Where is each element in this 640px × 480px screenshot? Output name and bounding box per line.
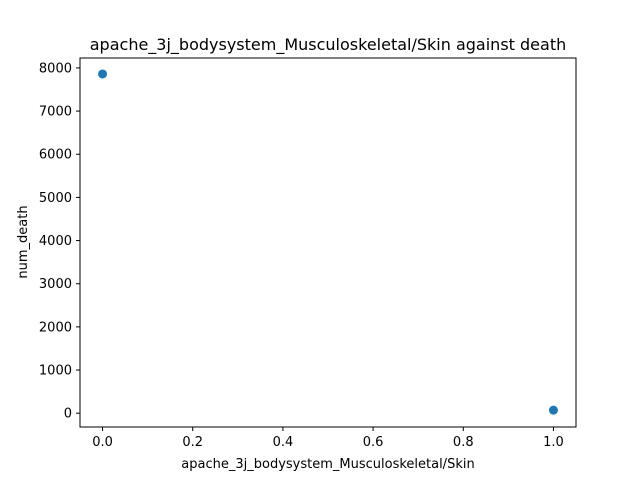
plot-area: 0.0 0.2 0.4 0.6 0.8 1.0 0 1000 2000 3000 4000 5000 6…: [39, 57, 577, 450]
y-tick-label: 2000: [39, 320, 72, 335]
x-tick-label: 0.8: [453, 435, 474, 450]
y-tick-label: 8000: [39, 61, 72, 76]
y-tick-label: 5000: [39, 191, 72, 206]
y-tick-label: 4000: [39, 234, 72, 249]
y-axis-label: num_death: [16, 205, 31, 278]
x-axis-label: apache_3j_bodysystem_Musculoskeletal/Ski…: [181, 457, 474, 472]
x-tick-label: 0.0: [92, 435, 113, 450]
y-tick-label: 0: [64, 407, 72, 422]
y-tick-label: 1000: [39, 364, 72, 379]
data-point: [548, 405, 558, 415]
axes-frame: [79, 57, 577, 428]
chart-title: apache_3j_bodysystem_Musculoskeletal/Ski…: [90, 35, 566, 55]
x-tick-label: 0.6: [363, 435, 384, 450]
y-tick-label: 7000: [39, 105, 72, 120]
x-tick-label: 0.2: [182, 435, 203, 450]
x-tick-label: 1.0: [543, 435, 564, 450]
data-point: [98, 69, 108, 79]
x-tick-label: 0.4: [273, 435, 294, 450]
y-tick-label: 6000: [39, 148, 72, 163]
y-tick-label: 3000: [39, 277, 72, 292]
